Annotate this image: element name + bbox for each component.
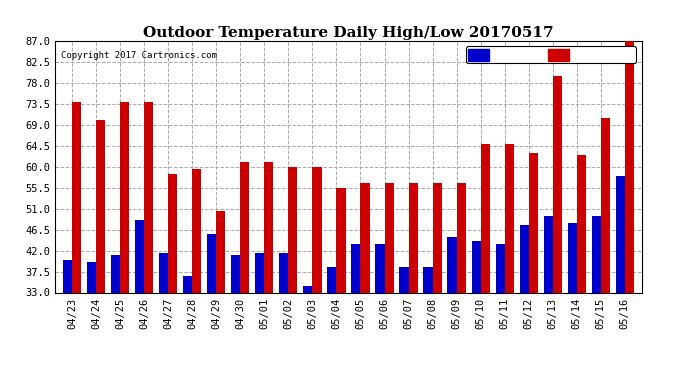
Bar (424, 267, 433, 292)
Bar (96, 120, 105, 292)
Bar (216, 211, 226, 292)
Bar (351, 244, 360, 292)
Bar (433, 183, 442, 292)
Bar (529, 153, 538, 292)
Bar (615, 176, 625, 292)
Bar (448, 237, 457, 292)
Bar (568, 223, 577, 292)
Bar (471, 242, 481, 292)
Bar (63, 260, 72, 292)
Bar (87, 262, 96, 292)
Bar (183, 276, 193, 292)
Bar (240, 162, 249, 292)
Bar (304, 285, 313, 292)
Text: Copyright 2017 Cartronics.com: Copyright 2017 Cartronics.com (61, 51, 217, 60)
Bar (255, 253, 264, 292)
Bar (601, 118, 610, 292)
Bar (120, 102, 129, 292)
Bar (592, 216, 601, 292)
Bar (457, 183, 466, 292)
Bar (625, 41, 634, 292)
Bar (159, 253, 168, 292)
Bar (495, 244, 504, 292)
Bar (168, 174, 177, 292)
Bar (111, 255, 120, 292)
Bar (207, 234, 216, 292)
Bar (264, 162, 273, 292)
Bar (375, 244, 384, 292)
Bar (520, 225, 529, 292)
Bar (288, 167, 297, 292)
Bar (279, 253, 288, 292)
Bar (327, 267, 337, 292)
Bar (360, 183, 370, 292)
Bar (544, 216, 553, 292)
Bar (577, 155, 586, 292)
Bar (135, 220, 144, 292)
Title: Outdoor Temperature Daily High/Low 20170517: Outdoor Temperature Daily High/Low 20170… (143, 26, 554, 40)
Bar (313, 167, 322, 292)
Bar (504, 144, 514, 292)
Bar (553, 76, 562, 292)
Legend: Low  (°F), High  (°F): Low (°F), High (°F) (466, 46, 636, 63)
Bar (384, 183, 393, 292)
Bar (481, 144, 490, 292)
Bar (408, 183, 417, 292)
Bar (231, 255, 240, 292)
Bar (337, 188, 346, 292)
Bar (193, 169, 201, 292)
Bar (72, 102, 81, 292)
Bar (400, 267, 408, 292)
Bar (144, 102, 153, 292)
